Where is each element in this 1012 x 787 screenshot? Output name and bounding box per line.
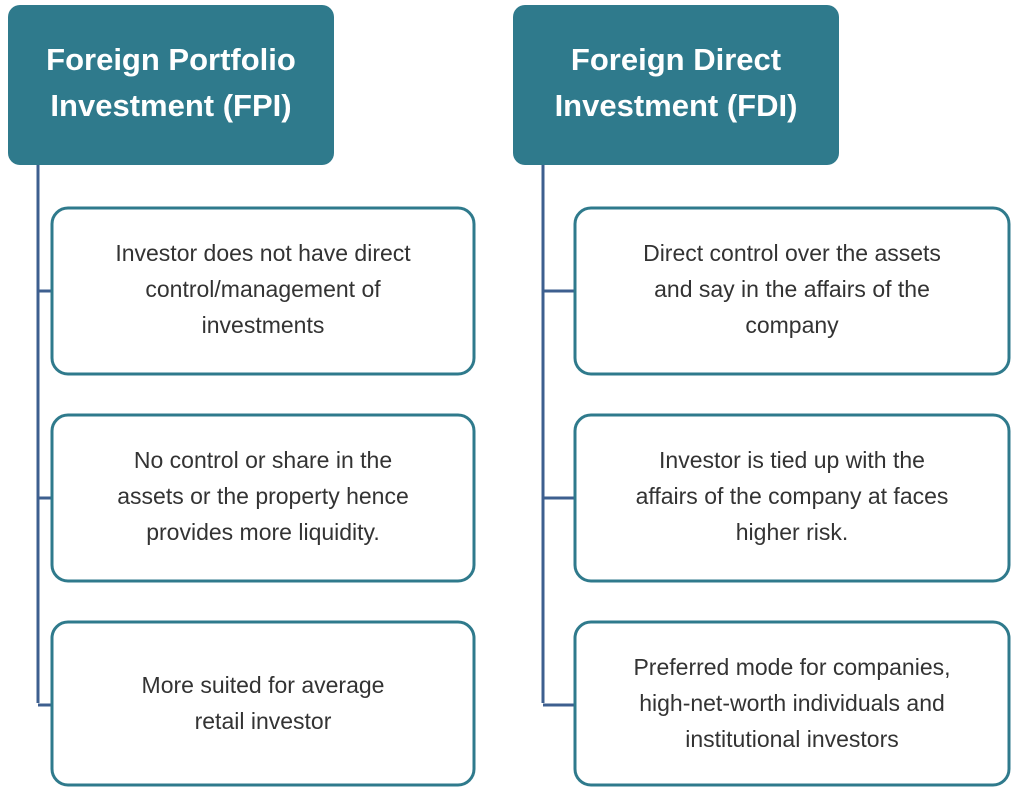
item-text: No control or share in the [134,447,392,473]
item-box [573,413,1011,583]
item-text: Preferred mode for companies, [633,654,950,680]
item-text: Investor does not have direct [115,240,411,266]
item-box [50,620,476,787]
header-text: Foreign Portfolio [46,42,296,77]
item-text: investments [202,312,325,338]
header-text: Investment (FDI) [555,88,798,123]
item-box [573,620,1011,787]
item-text: assets or the property hence [117,483,409,509]
item-text: affairs of the company at faces [636,483,949,509]
header-box [8,5,334,165]
item-text: Direct control over the assets [643,240,941,266]
header-text: Foreign Direct [571,42,781,77]
item-text: Investor is tied up with the [659,447,925,473]
header-text: Investment (FPI) [50,88,291,123]
item-text: company [745,312,839,338]
item-text: retail investor [195,708,332,734]
item-text: More suited for average [142,672,385,698]
item-text: high-net-worth individuals and [639,690,945,716]
item-box [50,413,476,583]
item-text: higher risk. [736,519,848,545]
header-box [513,5,839,165]
item-box [573,206,1011,376]
item-text: control/management of [145,276,381,302]
item-box [50,206,476,376]
item-text: provides more liquidity. [146,519,380,545]
item-text: institutional investors [685,726,899,752]
item-text: and say in the affairs of the [654,276,930,302]
